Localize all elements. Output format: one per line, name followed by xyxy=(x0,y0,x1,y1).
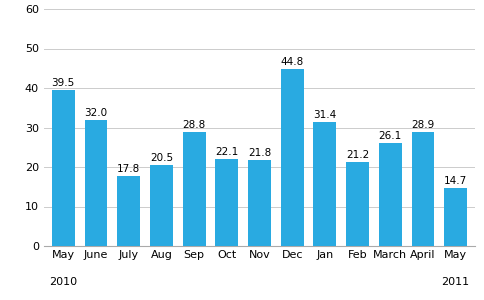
Text: 28.8: 28.8 xyxy=(182,120,205,130)
Bar xyxy=(280,69,303,246)
Bar xyxy=(378,143,401,246)
Bar xyxy=(247,160,271,246)
Bar xyxy=(182,132,205,246)
Text: 44.8: 44.8 xyxy=(280,57,303,67)
Text: 21.8: 21.8 xyxy=(247,148,271,158)
Bar xyxy=(313,122,335,246)
Text: 28.9: 28.9 xyxy=(410,120,434,130)
Bar xyxy=(443,188,466,246)
Text: 17.8: 17.8 xyxy=(117,164,140,174)
Bar xyxy=(52,90,75,246)
Text: 22.1: 22.1 xyxy=(215,147,238,157)
Text: 21.2: 21.2 xyxy=(345,150,368,160)
Bar xyxy=(215,159,238,246)
Bar xyxy=(84,120,107,246)
Text: 14.7: 14.7 xyxy=(443,176,467,186)
Bar xyxy=(346,162,368,246)
Bar xyxy=(411,132,434,246)
Text: 39.5: 39.5 xyxy=(51,78,75,88)
Bar xyxy=(150,165,172,246)
Bar xyxy=(117,176,140,246)
Text: 32.0: 32.0 xyxy=(84,108,107,118)
Text: 26.1: 26.1 xyxy=(378,131,401,141)
Text: 2010: 2010 xyxy=(49,277,77,286)
Text: 2011: 2011 xyxy=(441,277,469,286)
Text: 31.4: 31.4 xyxy=(313,110,336,120)
Text: 20.5: 20.5 xyxy=(150,153,173,163)
